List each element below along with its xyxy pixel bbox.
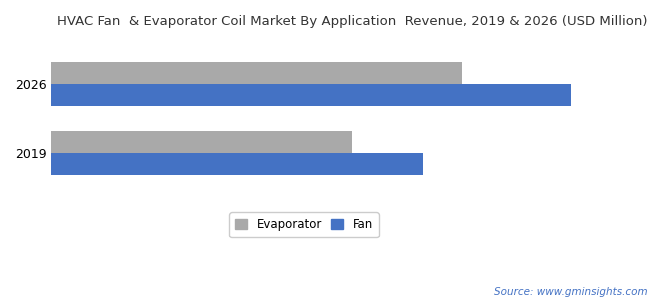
Title: HVAC Fan  & Evaporator Coil Market By Application  Revenue, 2019 & 2026 (USD Mil: HVAC Fan & Evaporator Coil Market By App… (57, 15, 647, 28)
Text: Source: www.gminsights.com: Source: www.gminsights.com (494, 287, 648, 297)
Bar (51, 84, 571, 106)
Legend: Evaporator, Fan: Evaporator, Fan (229, 212, 379, 237)
Bar (51, 131, 352, 153)
Bar (51, 153, 424, 175)
Bar (51, 62, 462, 84)
